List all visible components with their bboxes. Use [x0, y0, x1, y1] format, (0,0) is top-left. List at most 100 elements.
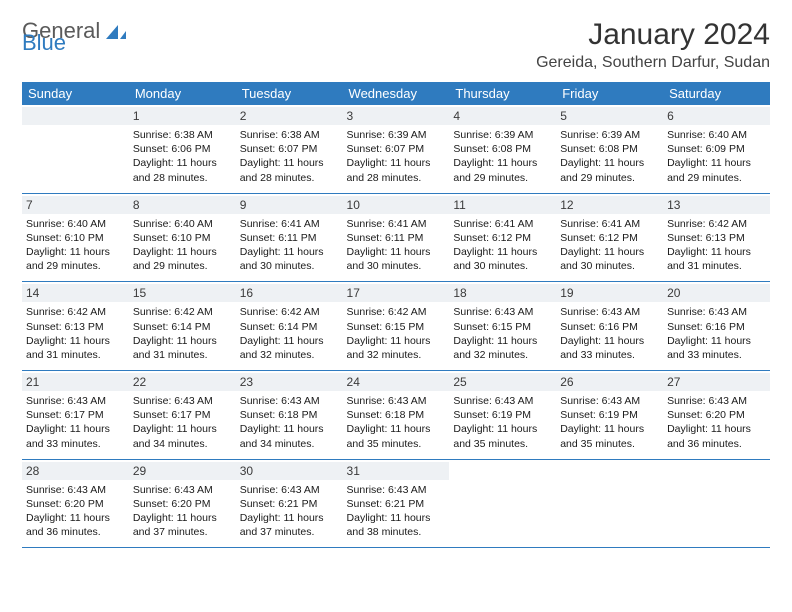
calendar-cell: 9Sunrise: 6:41 AMSunset: 6:11 PMDaylight…: [236, 193, 343, 282]
day-details: Sunrise: 6:40 AMSunset: 6:10 PMDaylight:…: [26, 217, 125, 274]
calendar-cell: 24 Sunrise: 6:43 AMSunset: 6:18 PMDayligh…: [343, 371, 450, 460]
day-number: 24: [343, 373, 450, 391]
day-details: Sunrise: 6:43 AMSunset: 6:19 PMDaylight:…: [453, 394, 552, 451]
calendar-cell: 10Sunrise: 6:41 AMSunset: 6:11 PMDayligh…: [343, 193, 450, 282]
day-number: 26: [556, 373, 663, 391]
sail-icon: [104, 23, 128, 41]
day-number: 27: [663, 373, 770, 391]
day-details: Sunrise: 6:43 AMSunset: 6:19 PMDaylight:…: [560, 394, 659, 451]
calendar-cell: 27 Sunrise: 6:43 AMSunset: 6:20 PMDayligh…: [663, 371, 770, 460]
weekday-header: Thursday: [449, 82, 556, 105]
calendar-body: 1 Sunrise: 6:38 AMSunset: 6:06 PMDaylight…: [22, 105, 770, 548]
calendar-cell: 11Sunrise: 6:41 AMSunset: 6:12 PMDayligh…: [449, 193, 556, 282]
day-number: 4: [449, 107, 556, 125]
day-details: Sunrise: 6:42 AMSunset: 6:14 PMDaylight:…: [240, 305, 339, 362]
calendar-cell: 20Sunrise: 6:43 AMSunset: 6:16 PMDayligh…: [663, 282, 770, 371]
weekday-header: Wednesday: [343, 82, 450, 105]
day-number: 22: [129, 373, 236, 391]
day-number: 1: [129, 107, 236, 125]
calendar-cell: 12Sunrise: 6:41 AMSunset: 6:12 PMDayligh…: [556, 193, 663, 282]
calendar-row: 7 Sunrise: 6:40 AMSunset: 6:10 PMDaylight…: [22, 193, 770, 282]
day-number: 7: [22, 196, 129, 214]
page-header: General Blue January 2024 Gereida, South…: [22, 18, 770, 72]
day-details: Sunrise: 6:41 AMSunset: 6:12 PMDaylight:…: [453, 217, 552, 274]
calendar-cell: 28Sunrise: 6:43 AMSunset: 6:20 PMDayligh…: [22, 459, 129, 548]
day-details: Sunrise: 6:40 AMSunset: 6:09 PMDaylight:…: [667, 128, 766, 185]
calendar-cell: 23Sunrise: 6:43 AMSunset: 6:18 PMDayligh…: [236, 371, 343, 460]
day-number: 16: [236, 284, 343, 302]
calendar-row: 28Sunrise: 6:43 AMSunset: 6:20 PMDayligh…: [22, 459, 770, 548]
calendar-cell: 8Sunrise: 6:40 AMSunset: 6:10 PMDaylight…: [129, 193, 236, 282]
day-number: 8: [129, 196, 236, 214]
calendar-cell: 13Sunrise: 6:42 AMSunset: 6:13 PMDayligh…: [663, 193, 770, 282]
calendar-cell: 19 Sunrise: 6:43 AMSunset: 6:16 PMDayligh…: [556, 282, 663, 371]
day-details: Sunrise: 6:43 AMSunset: 6:20 PMDaylight:…: [26, 483, 125, 540]
calendar-cell: 6 Sunrise: 6:40 AMSunset: 6:09 PMDaylight…: [663, 105, 770, 193]
day-number: 13: [663, 196, 770, 214]
day-details: Sunrise: 6:43 AMSunset: 6:17 PMDaylight:…: [133, 394, 232, 451]
calendar-header-row: SundayMondayTuesdayWednesdayThursdayFrid…: [22, 82, 770, 105]
calendar-cell: [556, 459, 663, 548]
calendar-cell: [22, 105, 129, 193]
weekday-header: Friday: [556, 82, 663, 105]
day-details: Sunrise: 6:43 AMSunset: 6:20 PMDaylight:…: [133, 483, 232, 540]
calendar-cell: 25 Sunrise: 6:43 AMSunset: 6:19 PMDayligh…: [449, 371, 556, 460]
weekday-header: Monday: [129, 82, 236, 105]
day-details: Sunrise: 6:43 AMSunset: 6:18 PMDaylight:…: [347, 394, 446, 451]
calendar-cell: 14Sunrise: 6:42 AMSunset: 6:13 PMDayligh…: [22, 282, 129, 371]
weekday-header: Saturday: [663, 82, 770, 105]
day-number: 17: [343, 284, 450, 302]
day-number: 21: [22, 373, 129, 391]
calendar-cell: 30 Sunrise: 6:43 AMSunset: 6:21 PMDayligh…: [236, 459, 343, 548]
day-details: Sunrise: 6:43 AMSunset: 6:16 PMDaylight:…: [560, 305, 659, 362]
calendar-cell: 1 Sunrise: 6:38 AMSunset: 6:06 PMDaylight…: [129, 105, 236, 193]
day-number: 2: [236, 107, 343, 125]
calendar-cell: 5Sunrise: 6:39 AMSunset: 6:08 PMDaylight…: [556, 105, 663, 193]
calendar-page: General Blue January 2024 Gereida, South…: [0, 0, 792, 558]
day-number: 15: [129, 284, 236, 302]
month-title: January 2024: [536, 18, 770, 52]
day-details: Sunrise: 6:42 AMSunset: 6:14 PMDaylight:…: [133, 305, 232, 362]
calendar-row: 21Sunrise: 6:43 AMSunset: 6:17 PMDayligh…: [22, 371, 770, 460]
day-number: 19: [556, 284, 663, 302]
calendar-cell: 31 Sunrise: 6:43 AMSunset: 6:21 PMDayligh…: [343, 459, 450, 548]
day-number: 18: [449, 284, 556, 302]
day-details: Sunrise: 6:38 AMSunset: 6:06 PMDaylight:…: [133, 128, 232, 185]
day-details: Sunrise: 6:43 AMSunset: 6:18 PMDaylight:…: [240, 394, 339, 451]
day-details: Sunrise: 6:41 AMSunset: 6:12 PMDaylight:…: [560, 217, 659, 274]
day-details: Sunrise: 6:42 AMSunset: 6:15 PMDaylight:…: [347, 305, 446, 362]
calendar-cell: 4 Sunrise: 6:39 AMSunset: 6:08 PMDaylight…: [449, 105, 556, 193]
day-number: 31: [343, 462, 450, 480]
calendar-cell: 29 Sunrise: 6:43 AMSunset: 6:20 PMDayligh…: [129, 459, 236, 548]
day-details: Sunrise: 6:41 AMSunset: 6:11 PMDaylight:…: [240, 217, 339, 274]
title-block: January 2024 Gereida, Southern Darfur, S…: [536, 18, 770, 72]
day-details: Sunrise: 6:39 AMSunset: 6:07 PMDaylight:…: [347, 128, 446, 185]
calendar-cell: 22 Sunrise: 6:43 AMSunset: 6:17 PMDayligh…: [129, 371, 236, 460]
calendar-cell: 21 Sunrise: 6:43 AMSunset: 6:17 PMDayligh…: [22, 371, 129, 460]
weekday-header: Sunday: [22, 82, 129, 105]
location-text: Gereida, Southern Darfur, Sudan: [536, 54, 770, 72]
brand-logo: General Blue: [22, 18, 128, 44]
calendar-cell: 17 Sunrise: 6:42 AMSunset: 6:15 PMDayligh…: [343, 282, 450, 371]
calendar-cell: 16 Sunrise: 6:42 AMSunset: 6:14 PMDayligh…: [236, 282, 343, 371]
day-details: Sunrise: 6:39 AMSunset: 6:08 PMDaylight:…: [453, 128, 552, 185]
calendar-cell: 2 Sunrise: 6:38 AMSunset: 6:07 PMDaylight…: [236, 105, 343, 193]
day-details: Sunrise: 6:43 AMSunset: 6:17 PMDaylight:…: [26, 394, 125, 451]
day-details: Sunrise: 6:38 AMSunset: 6:07 PMDaylight:…: [240, 128, 339, 185]
day-number: 29: [129, 462, 236, 480]
calendar-cell: 18Sunrise: 6:43 AMSunset: 6:15 PMDayligh…: [449, 282, 556, 371]
calendar-cell: 3Sunrise: 6:39 AMSunset: 6:07 PMDaylight…: [343, 105, 450, 193]
calendar-cell: [449, 459, 556, 548]
day-number: 25: [449, 373, 556, 391]
day-details: Sunrise: 6:43 AMSunset: 6:21 PMDaylight:…: [240, 483, 339, 540]
weekday-header: Tuesday: [236, 82, 343, 105]
calendar-cell: 7 Sunrise: 6:40 AMSunset: 6:10 PMDaylight…: [22, 193, 129, 282]
day-number: 6: [663, 107, 770, 125]
day-details: Sunrise: 6:43 AMSunset: 6:21 PMDaylight:…: [347, 483, 446, 540]
day-details: Sunrise: 6:43 AMSunset: 6:20 PMDaylight:…: [667, 394, 766, 451]
empty-cell: [22, 107, 129, 125]
calendar-cell: 15 Sunrise: 6:42 AMSunset: 6:14 PMDayligh…: [129, 282, 236, 371]
day-number: 14: [22, 284, 129, 302]
calendar-row: 1 Sunrise: 6:38 AMSunset: 6:06 PMDaylight…: [22, 105, 770, 193]
day-number: 30: [236, 462, 343, 480]
